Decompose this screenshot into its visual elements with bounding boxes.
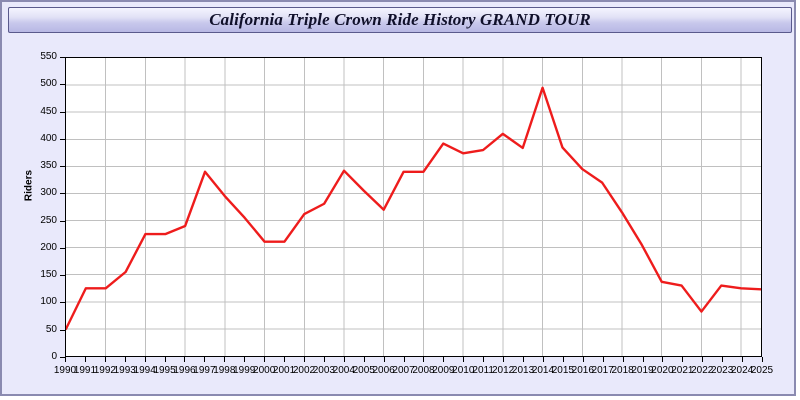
x-tick-mark (562, 357, 564, 362)
x-tick-label: 1990 (53, 365, 77, 376)
x-tick-label: 2009 (432, 365, 455, 376)
x-tick-label: 2004 (332, 365, 355, 376)
y-tick-mark (60, 357, 65, 358)
x-tick-label: 2007 (392, 365, 415, 376)
x-tick-label: 2013 (511, 365, 535, 376)
x-tick-label: 2018 (611, 365, 634, 376)
x-tick-label: 2017 (591, 365, 614, 376)
y-tick-label: 500 (40, 78, 57, 90)
x-tick-label: 2020 (651, 365, 674, 376)
x-tick-label: 1994 (133, 365, 156, 376)
x-tick-label: 1998 (213, 365, 236, 376)
x-tick-mark (423, 357, 425, 362)
x-tick-label: 2025 (750, 365, 774, 376)
riders-line-series (66, 86, 761, 331)
x-tick-mark (443, 357, 445, 362)
grid-lines (66, 58, 761, 356)
x-tick-mark (622, 357, 624, 362)
x-tick-label: 1995 (153, 365, 176, 376)
x-tick-mark (224, 357, 226, 362)
x-tick-label: 2005 (352, 365, 375, 376)
x-tick-label: 2012 (491, 365, 515, 376)
x-tick-mark (204, 357, 206, 362)
y-tick-label: 0 (51, 351, 57, 362)
x-tick-mark (264, 357, 266, 362)
y-tick-label: 400 (40, 132, 57, 144)
x-tick-mark (383, 357, 385, 362)
x-tick-mark (542, 357, 544, 362)
x-tick-label: 2011 (472, 365, 494, 376)
x-tick-mark (403, 357, 405, 362)
page-title: California Triple Crown Ride History GRA… (209, 10, 591, 29)
x-tick-mark (184, 357, 186, 362)
x-tick-mark (742, 357, 744, 362)
y-tick-label: 450 (40, 105, 57, 117)
x-tick-label: 2000 (253, 365, 276, 376)
x-tick-label: 1991 (73, 365, 97, 376)
y-tick-label: 250 (40, 214, 57, 226)
x-tick-label: 2016 (571, 365, 594, 376)
x-tick-mark (642, 357, 644, 362)
x-tick-mark (124, 357, 126, 362)
x-tick-mark (104, 357, 106, 362)
x-tick-mark (722, 357, 724, 362)
y-tick-label: 100 (40, 296, 57, 308)
x-tick-label: 2024 (730, 365, 754, 376)
x-tick-mark (602, 357, 604, 362)
y-tick-label: 50 (45, 323, 57, 335)
x-tick-mark (244, 357, 246, 362)
x-tick-label: 2003 (312, 365, 335, 376)
x-tick-mark (65, 357, 66, 362)
x-tick-label: 2019 (631, 365, 654, 376)
x-tick-mark (682, 357, 684, 362)
x-tick-label: 2021 (671, 365, 694, 376)
x-tick-label: 2015 (551, 365, 574, 376)
x-tick-mark (483, 357, 485, 362)
chart-title-bar: California Triple Crown Ride History GRA… (8, 7, 792, 33)
x-tick-label: 1993 (113, 365, 136, 376)
x-tick-label: 2002 (292, 365, 316, 376)
x-tick-label: 1992 (93, 365, 116, 376)
y-tick-label: 550 (40, 51, 57, 62)
y-axis-label: Riders (23, 169, 35, 202)
y-tick-label: 200 (40, 241, 57, 253)
x-tick-label: 2022 (691, 365, 714, 376)
x-tick-label: 2023 (711, 365, 734, 376)
x-tick-label: 2010 (452, 365, 475, 376)
x-tick-mark (702, 357, 704, 362)
x-tick-mark (503, 357, 505, 362)
x-tick-mark (523, 357, 525, 362)
x-tick-mark (323, 357, 325, 362)
x-tick-mark (164, 357, 166, 362)
x-tick-label: 2001 (272, 365, 296, 376)
series-path (66, 86, 761, 331)
x-tick-mark (144, 357, 146, 362)
x-tick-label: 1996 (173, 365, 196, 376)
plot-area (65, 57, 762, 357)
x-tick-label: 2014 (531, 365, 555, 376)
x-tick-mark (762, 357, 763, 362)
x-tick-mark (303, 357, 305, 362)
y-tick-label: 150 (40, 269, 57, 281)
x-tick-mark (363, 357, 365, 362)
x-tick-mark (84, 357, 86, 362)
x-tick-mark (582, 357, 584, 362)
x-tick-mark (284, 357, 286, 362)
x-tick-mark (662, 357, 664, 362)
x-tick-mark (343, 357, 345, 362)
x-tick-label: 2008 (412, 365, 435, 376)
x-tick-label: 1997 (193, 365, 216, 376)
x-tick-label: 1999 (233, 365, 256, 376)
x-tick-mark (463, 357, 465, 362)
x-tick-label: 2006 (372, 365, 395, 376)
